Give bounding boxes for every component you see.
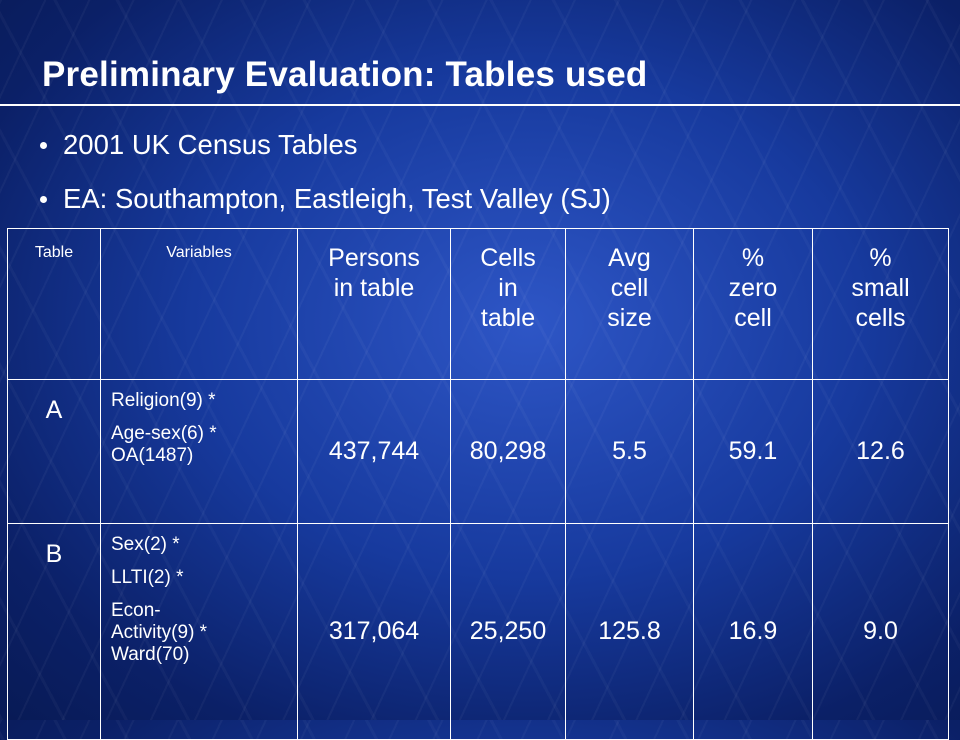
slide: Preliminary Evaluation: Tables used 2001… — [0, 55, 960, 740]
header-persons-line: in table — [333, 274, 415, 302]
title-divider — [0, 104, 960, 106]
header-variables: Variables — [100, 228, 298, 380]
variable-item: Econ- — [111, 600, 161, 621]
header-zero-cell: % zero cell — [693, 228, 813, 380]
bullet-list: 2001 UK Census Tables EA: Southampton, E… — [40, 118, 611, 226]
header-persons-line: Persons — [328, 244, 420, 272]
variable-item: Ward(70) — [111, 644, 190, 665]
variable-item: Activity(9) * — [111, 622, 208, 643]
table-row: B Sex(2) * LLTI(2) * Econ- Activity(9) *… — [7, 523, 949, 740]
census-table: Table Variables Persons in table Cells i… — [7, 228, 949, 740]
avg-cell-size-value: 125.8 — [565, 523, 694, 740]
header-cells-line: Cells — [480, 244, 536, 272]
header-persons: Persons in table — [297, 228, 451, 380]
header-cells: Cells in table — [450, 228, 566, 380]
variable-item: LLTI(2) * — [111, 567, 184, 588]
variable-item: Religion(9) * — [111, 390, 216, 411]
header-cells-line: table — [480, 304, 536, 332]
zero-cell-value: 16.9 — [693, 523, 813, 740]
row-label: A — [7, 379, 101, 524]
table-header-row: Table Variables Persons in table Cells i… — [7, 228, 949, 380]
bullet-dot-icon — [40, 141, 47, 149]
header-avg-line: cell — [610, 274, 649, 302]
variable-item: OA(1487) — [111, 445, 194, 466]
cells-value: 80,298 — [450, 379, 566, 524]
row-label: B — [7, 523, 101, 740]
avg-cell-size-value: 5.5 — [565, 379, 694, 524]
header-cells-line: in — [498, 274, 518, 302]
persons-value: 437,744 — [297, 379, 451, 524]
bullet-dot-icon — [40, 195, 47, 203]
zero-cell-value: 59.1 — [693, 379, 813, 524]
row-variables: Religion(9) * Age-sex(6) * OA(1487) — [100, 379, 298, 524]
bullet-item: EA: Southampton, Eastleigh, Test Valley … — [40, 172, 611, 226]
header-small-line: % — [869, 244, 892, 272]
variable-item: Sex(2) * — [111, 534, 180, 555]
header-avg-line: size — [607, 304, 652, 332]
header-small-cells: % small cells — [812, 228, 949, 380]
small-cells-value: 12.6 — [812, 379, 949, 524]
header-avg-line: Avg — [608, 244, 651, 272]
bullet-text: EA: Southampton, Eastleigh, Test Valley … — [63, 183, 611, 214]
bullet-text: 2001 UK Census Tables — [63, 129, 358, 160]
row-variables: Sex(2) * LLTI(2) * Econ- Activity(9) * W… — [100, 523, 298, 740]
small-cells-value: 9.0 — [812, 523, 949, 740]
table-row: A Religion(9) * Age-sex(6) * OA(1487) 43… — [7, 379, 949, 524]
header-small-line: cells — [855, 304, 906, 332]
header-zero-line: cell — [734, 304, 772, 332]
slide-title: Preliminary Evaluation: Tables used — [42, 55, 648, 94]
header-zero-line: zero — [728, 274, 778, 302]
variable-item: Age-sex(6) * — [111, 423, 217, 444]
cells-value: 25,250 — [450, 523, 566, 740]
header-zero-line: % — [741, 244, 765, 272]
header-table: Table — [7, 228, 101, 380]
header-avg-cell-size: Avg cell size — [565, 228, 694, 380]
bullet-item: 2001 UK Census Tables — [40, 118, 611, 172]
persons-value: 317,064 — [297, 523, 451, 740]
header-small-line: small — [851, 274, 910, 302]
